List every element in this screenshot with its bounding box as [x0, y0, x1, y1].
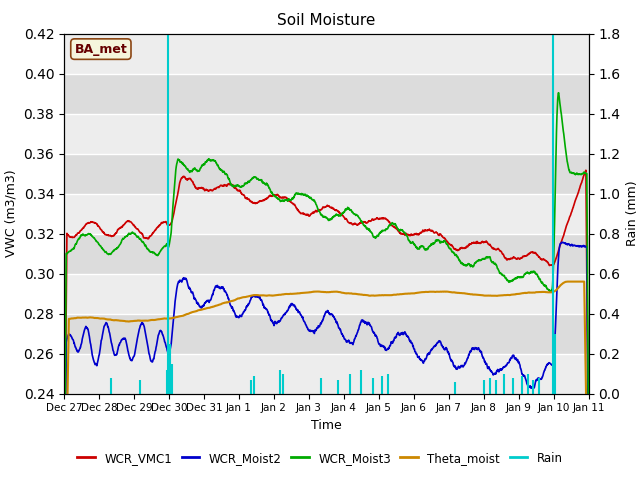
Bar: [64, 193, 589, 234]
Y-axis label: VWC (m3/m3): VWC (m3/m3): [5, 170, 18, 257]
Title: Soil Moisture: Soil Moisture: [277, 13, 376, 28]
Bar: [64, 354, 589, 394]
Bar: [64, 274, 589, 313]
Y-axis label: Rain (mm): Rain (mm): [626, 181, 639, 246]
Bar: [64, 114, 589, 154]
Legend: WCR_VMC1, WCR_Moist2, WCR_Moist3, Theta_moist, Rain: WCR_VMC1, WCR_Moist2, WCR_Moist3, Theta_…: [72, 447, 568, 469]
Text: BA_met: BA_met: [74, 43, 127, 56]
X-axis label: Time: Time: [311, 419, 342, 432]
Bar: [64, 34, 589, 73]
